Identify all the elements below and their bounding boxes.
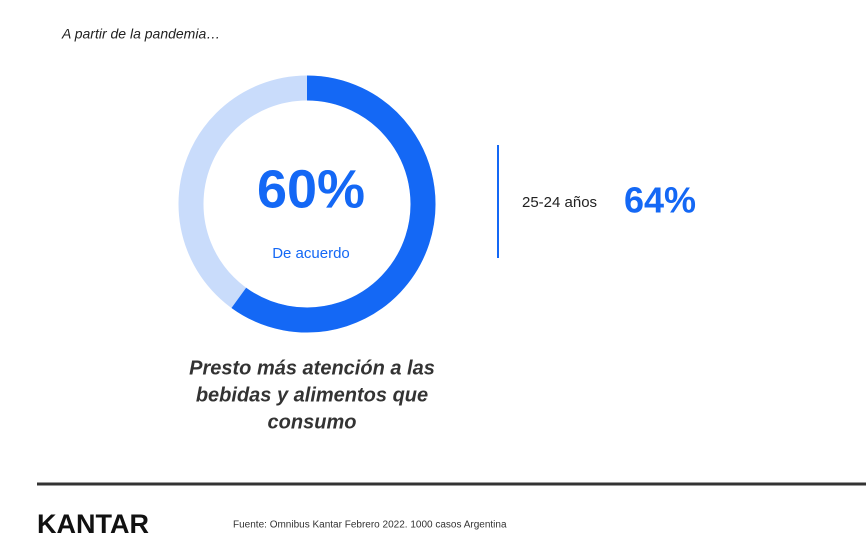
side-stat-label: 25-24 años xyxy=(522,194,597,211)
statement-line: consumo xyxy=(268,411,357,433)
header: A partir de la pandemia… xyxy=(61,26,220,42)
center-value: 60% xyxy=(257,159,365,219)
center-label: De acuerdo xyxy=(272,245,350,262)
brand: KANTAR xyxy=(37,509,149,539)
donut xyxy=(178,75,436,333)
side-stat-value: 64% xyxy=(624,180,696,221)
donut-segment xyxy=(231,75,436,333)
statement-line: bebidas y alimentos que xyxy=(196,384,428,406)
statement-line: Presto más atención a las xyxy=(189,357,435,379)
source: Fuente: Omnibus Kantar Febrero 2022. 100… xyxy=(233,520,507,531)
